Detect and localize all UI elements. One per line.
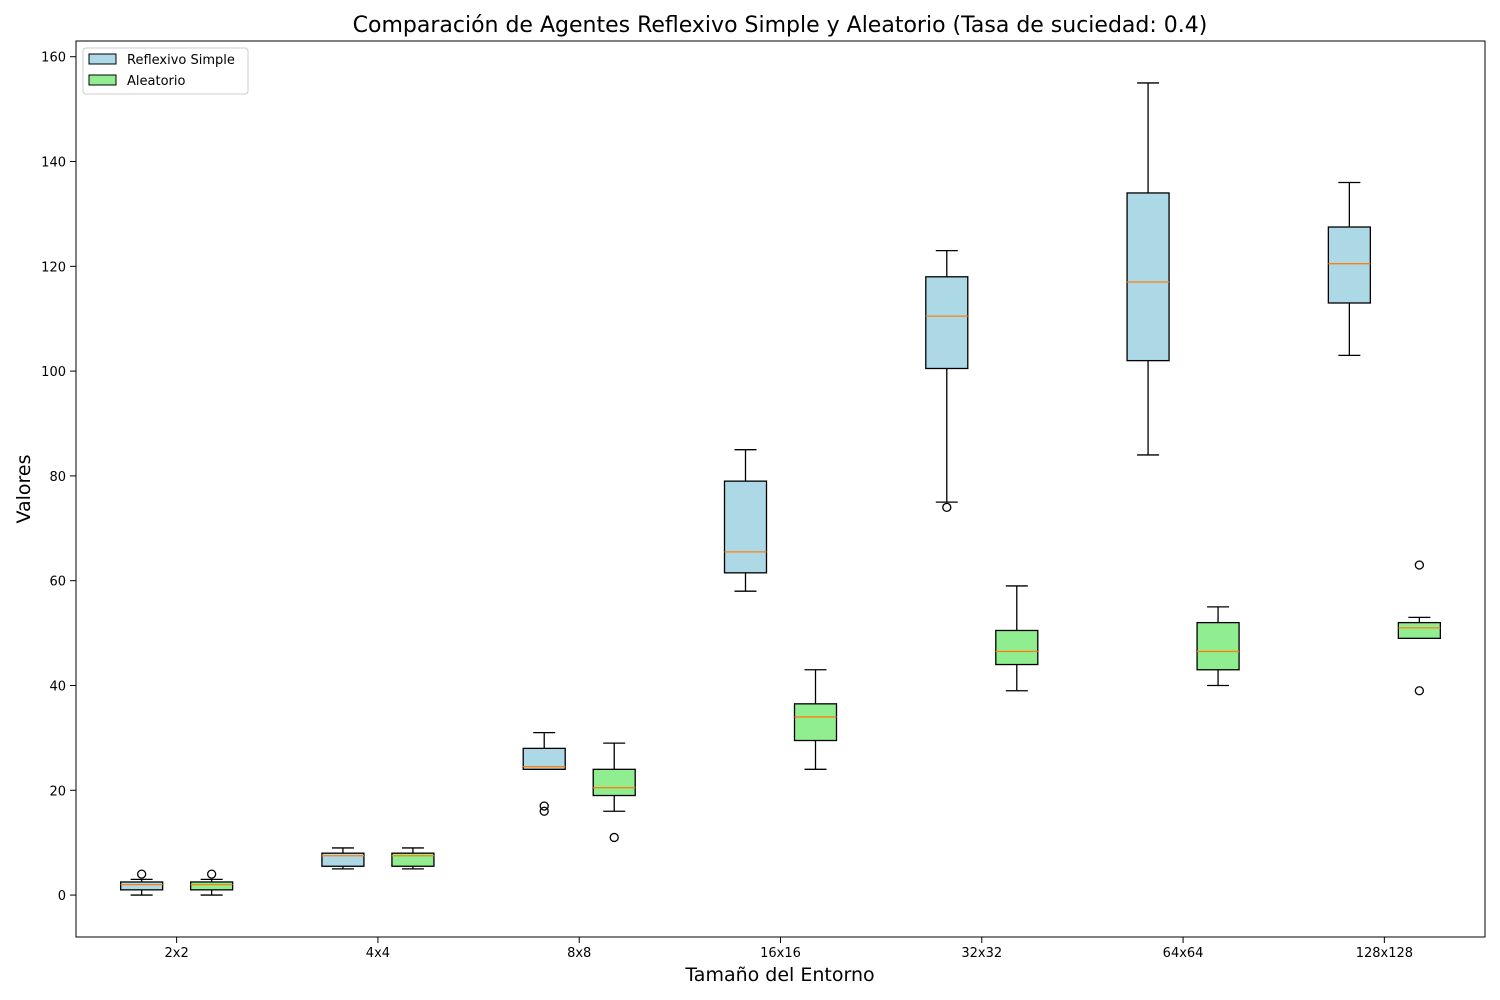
box [592,768,636,797]
outlier-point [539,801,549,811]
y-tick-label: 60 [49,575,66,590]
box [1196,621,1240,671]
legend-label: Aleatorio [127,74,185,89]
legend-swatch [88,74,117,86]
plot-area: 0 20 40 60 80 100 120 140 160 2x2 4x4 8x8 16x16 32x32… [41,51,1442,961]
outlier-point [1414,560,1425,570]
y-tick-label: 20 [49,784,66,799]
box [1327,226,1372,304]
x-tick-label: 128x128 [1356,946,1413,961]
x-tick-label: 4x4 [366,946,390,961]
chart-title: Comparación de Agentes Reflexivo Simple … [353,13,1208,38]
y-tick-label: 0 [58,889,66,904]
box [119,881,164,891]
box [391,852,435,867]
outlier-point [609,832,619,843]
outlier-point [942,502,952,512]
box [925,276,969,370]
legend-label: Reflexivo Simple [127,53,235,68]
legend: Reflexivo Simple Aleatorio [82,47,249,95]
box [723,480,768,574]
y-tick-label: 140 [41,156,66,171]
x-tick-label: 8x8 [567,946,591,961]
outlier-point [1414,686,1425,696]
outlier-point [206,869,217,879]
legend-swatch [88,53,117,65]
x-axis-label: Tamaño del Entorno [684,964,874,986]
box [522,747,566,770]
x-tick-label: 64x64 [1163,946,1204,961]
legend-frame [82,47,249,95]
box [1397,621,1442,639]
box [793,703,838,742]
box [995,629,1039,666]
box [189,881,234,891]
y-tick-label: 40 [49,679,66,694]
box [321,852,365,867]
y-tick-label: 120 [41,260,66,275]
y-tick-label: 160 [41,51,66,66]
y-tick-label: 80 [49,470,66,485]
y-tick-label: 100 [41,365,66,380]
outlier-point [136,869,147,879]
x-tick-label: 16x16 [760,946,801,961]
box [1126,192,1170,362]
outlier-point [539,806,549,816]
x-tick-label: 32x32 [961,946,1002,961]
x-tick-label: 2x2 [165,946,189,961]
y-axis-label: Valores [13,454,35,523]
plot-frame [75,40,1486,938]
